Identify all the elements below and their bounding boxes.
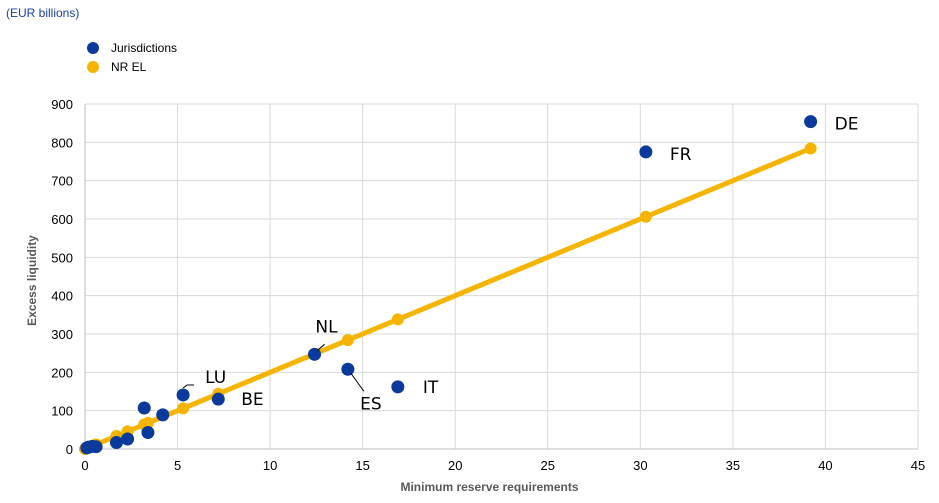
x-tick-label: 25 xyxy=(541,458,555,473)
jurisdiction-point xyxy=(121,432,135,446)
x-axis-title: Minimum reserve requirements xyxy=(400,480,578,494)
x-tick-label: 45 xyxy=(911,458,925,473)
point-label-lu: LU xyxy=(205,368,226,388)
point-label-es: ES xyxy=(360,394,382,414)
y-axis-title: Excess liquidity xyxy=(25,235,39,326)
nr-el-line-layer xyxy=(82,146,814,452)
jurisdiction-point xyxy=(156,408,170,422)
jurisdiction-point xyxy=(639,145,653,159)
jurisdiction-point xyxy=(109,435,123,449)
jurisdiction-point xyxy=(89,440,103,454)
y-tick-label: 600 xyxy=(51,212,73,227)
point-label-be: BE xyxy=(241,390,263,410)
x-tick-label: 30 xyxy=(633,458,647,473)
nr-el-point xyxy=(177,402,190,415)
jurisdiction-point xyxy=(804,115,818,129)
y-tick-label: 200 xyxy=(51,365,73,380)
point-label-de: DE xyxy=(835,115,859,135)
jurisdiction-point xyxy=(308,347,322,361)
y-tick-label: 500 xyxy=(51,250,73,265)
x-tick-label: 40 xyxy=(818,458,832,473)
y-tick-label: 900 xyxy=(51,97,73,112)
point-label-nl: NL xyxy=(315,317,338,337)
label-leader-line xyxy=(317,343,325,351)
y-tick-label: 800 xyxy=(51,135,73,150)
y-tick-label: 700 xyxy=(51,174,73,189)
legend: Jurisdictions NR EL xyxy=(87,41,177,74)
x-tick-label: 10 xyxy=(263,458,277,473)
point-labels-layer: LU BE NL ES IT FR DE xyxy=(182,115,859,414)
gridlines xyxy=(85,103,919,449)
x-tick-label: 15 xyxy=(355,458,369,473)
jurisdiction-point xyxy=(341,362,355,376)
nr-el-point xyxy=(141,416,154,429)
y-tick-label: 100 xyxy=(51,404,73,419)
x-tick-label: 0 xyxy=(81,458,88,473)
y-tick-label: 0 xyxy=(66,442,73,457)
point-label-fr: FR xyxy=(670,145,692,165)
unit-label: (EUR billions) xyxy=(6,6,80,20)
nr-el-point xyxy=(639,210,652,223)
points-layer xyxy=(79,115,818,455)
legend-item-nr-el-marker xyxy=(87,61,99,73)
legend-item-jurisdictions-marker xyxy=(87,42,99,54)
legend-item-nr-el: NR EL xyxy=(111,60,147,74)
y-tick-label: 400 xyxy=(51,289,73,304)
nr-el-line xyxy=(82,146,814,452)
jurisdiction-point xyxy=(137,401,151,415)
jurisdiction-point xyxy=(141,426,155,440)
x-tick-label: 5 xyxy=(174,458,181,473)
axes: 0 100 200 300 400 500 600 700 800 900 0 5 10 15 20 25 30… xyxy=(25,97,925,494)
legend-item-jurisdictions: Jurisdictions xyxy=(111,41,177,55)
label-leader-line xyxy=(182,384,195,389)
jurisdiction-point xyxy=(211,392,225,406)
jurisdiction-point xyxy=(391,380,405,394)
nr-el-point xyxy=(341,334,354,347)
nr-el-point xyxy=(391,313,404,326)
nr-el-point xyxy=(804,142,817,155)
point-label-it: IT xyxy=(423,378,439,398)
x-tick-label: 35 xyxy=(726,458,740,473)
jurisdiction-point xyxy=(176,388,190,402)
y-tick-label: 300 xyxy=(51,327,73,342)
x-tick-label: 20 xyxy=(448,458,462,473)
label-leader-line xyxy=(350,372,365,392)
